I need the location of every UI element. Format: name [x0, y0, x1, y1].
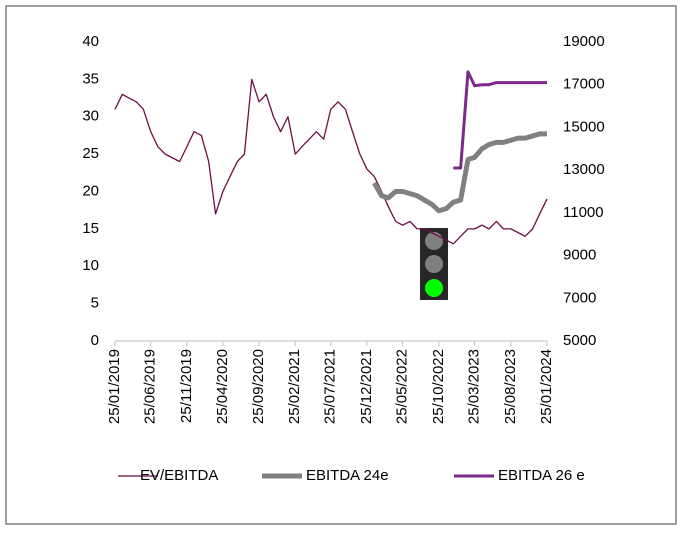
y2-tick-label: 19000 — [563, 33, 605, 50]
y-tick-label: 30 — [82, 108, 99, 125]
y-tick-label: 40 — [82, 33, 99, 50]
x-tick-label: 25/04/2020 — [214, 349, 231, 424]
x-tick-label: 25/03/2023 — [466, 349, 483, 424]
light-off — [425, 232, 443, 250]
x-tick-label: 25/09/2020 — [250, 349, 267, 424]
legend-label: EV/EBITDA — [140, 467, 218, 484]
y-tick-label: 0 — [91, 332, 99, 349]
x-tick-label: 25/08/2023 — [502, 349, 519, 424]
y2-tick-label: 9000 — [563, 247, 596, 264]
x-tick-label: 25/01/2024 — [538, 349, 555, 424]
light-off — [425, 255, 443, 273]
y2-tick-label: 7000 — [563, 289, 596, 306]
light-green — [425, 279, 443, 297]
series-line — [372, 131, 547, 214]
y-tick-label: 10 — [82, 257, 99, 274]
y2-tick-label: 11000 — [563, 204, 604, 221]
y2-tick-label: 13000 — [563, 161, 605, 178]
legend-label: EBITDA 26 e — [498, 467, 585, 484]
x-tick-label: 25/12/2021 — [358, 349, 375, 424]
y2-tick-label: 15000 — [563, 118, 605, 135]
series-line — [114, 78, 548, 245]
y-tick-label: 35 — [82, 70, 99, 87]
x-tick-label: 25/10/2022 — [430, 349, 447, 424]
y-tick-label: 20 — [82, 182, 99, 199]
y-tick-label: 5 — [91, 295, 99, 312]
y-tick-label: 25 — [82, 145, 99, 162]
traffic-light — [420, 228, 448, 300]
x-tick-label: 25/05/2022 — [394, 349, 411, 424]
x-tick-label: 25/02/2021 — [286, 349, 303, 424]
x-tick-label: 25/07/2021 — [322, 349, 339, 424]
series-line — [453, 70, 547, 170]
legend-label: EBITDA 24e — [306, 467, 389, 484]
y2-tick-label: 17000 — [563, 76, 605, 93]
y-tick-label: 15 — [82, 220, 99, 237]
x-tick-label: 25/06/2019 — [142, 349, 159, 424]
y2-tick-label: 5000 — [563, 332, 596, 349]
x-tick-label: 25/11/2019 — [178, 349, 195, 423]
chart-frame — [5, 5, 677, 525]
x-tick-label: 25/01/2019 — [106, 349, 123, 424]
